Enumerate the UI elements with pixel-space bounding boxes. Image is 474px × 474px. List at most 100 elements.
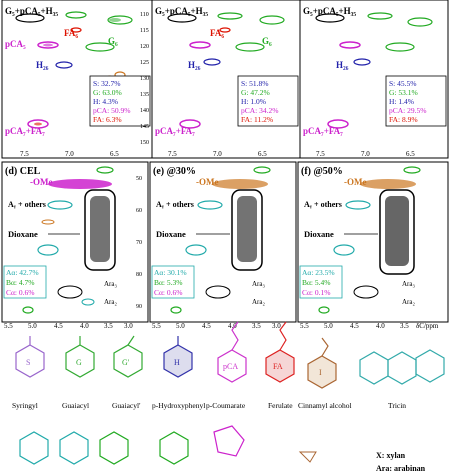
contour-cluster bbox=[22, 189, 116, 314]
x-tick-2: 7.0 bbox=[213, 150, 222, 158]
name: Tricin bbox=[388, 401, 406, 410]
x-tick-2: 7.0 bbox=[361, 150, 370, 158]
tag-6: G₆ bbox=[108, 36, 118, 46]
x-tick-4: 4.0 bbox=[80, 322, 89, 330]
x-tick-5: 3.5 bbox=[400, 322, 409, 330]
name: p-Hydroxyphenyl bbox=[152, 401, 205, 410]
x-tick-2: 5.0 bbox=[324, 322, 333, 330]
stat-2: G: 47.2% bbox=[241, 88, 270, 97]
x-tick-1: 7.5 bbox=[20, 150, 29, 158]
structure-guaiacyl: G Guaiacyl bbox=[62, 336, 95, 410]
tag-2: pCA₅ bbox=[5, 39, 26, 49]
structure-hydroxyphenyl: H p-Hydroxyphenyl bbox=[152, 336, 205, 410]
tag-1: G₅+pCA₅+H₃₅ bbox=[155, 6, 208, 16]
stat-2: G: 63.0% bbox=[93, 88, 122, 97]
stat-1: Aα: 30.1% bbox=[154, 268, 187, 277]
structure-p-coumarate: pCA p-Coumarate bbox=[206, 321, 247, 410]
ara-label-1: Ara₃ bbox=[104, 280, 117, 288]
mid-left-tick-5: 90 bbox=[136, 304, 142, 310]
panel-title: (e) @30% bbox=[153, 166, 196, 177]
tag-3: pCA₇+FA₇ bbox=[303, 126, 343, 136]
x-unit: δC/ppm bbox=[416, 322, 439, 330]
x-tick-3: 6.5 bbox=[258, 150, 267, 158]
x-tick-3: 6.5 bbox=[110, 150, 119, 158]
contour-group bbox=[15, 11, 133, 129]
others-label: Aᵧ + others bbox=[156, 200, 194, 209]
x-tick-2: 5.0 bbox=[28, 322, 37, 330]
ppm-label-2: 115 bbox=[140, 28, 149, 34]
tag-5: G₆ bbox=[262, 36, 272, 46]
structure-syringyl: S Syringyl bbox=[12, 336, 45, 410]
legend-arabinan: Ara: arabinan bbox=[376, 464, 426, 473]
others-label: Aᵧ + others bbox=[8, 200, 46, 209]
x-tick-3: 6.5 bbox=[406, 150, 415, 158]
stat-2: G: 53.1% bbox=[389, 88, 418, 97]
x-tick-5: 3.5 bbox=[252, 322, 261, 330]
ara-label-2: Ara₂ bbox=[104, 298, 117, 306]
polysaccharide-row: X: xylan Ara: arabinan bbox=[19, 425, 426, 473]
stat-1: Aα: 42.7% bbox=[6, 268, 39, 277]
tag-4: pCA₇+FA₇ bbox=[155, 126, 195, 136]
x-tick-3: 4.5 bbox=[350, 322, 359, 330]
panel-title: (d) CEL bbox=[5, 166, 41, 177]
contour-cluster bbox=[318, 189, 415, 314]
x-tick-3: 4.5 bbox=[202, 322, 211, 330]
label: I bbox=[319, 368, 322, 377]
tag-1: G₅+pCA₅+H₃₅ bbox=[5, 6, 58, 16]
stat-3: Cα: 0.6% bbox=[6, 288, 35, 297]
stat-5: FA: 11.2% bbox=[241, 115, 273, 124]
label: S bbox=[26, 358, 30, 367]
x-tick-1: 7.5 bbox=[316, 150, 325, 158]
x-tick-2: 7.0 bbox=[65, 150, 74, 158]
ppm-label-4: 125 bbox=[140, 60, 149, 66]
x-tick-6: 3.0 bbox=[272, 322, 281, 330]
legend-xylan: X: xylan bbox=[376, 451, 406, 460]
tag-2: H₂₆ bbox=[336, 60, 349, 70]
mid-left-tick-3: 70 bbox=[136, 240, 142, 246]
ara-label-2: Ara₂ bbox=[252, 298, 265, 306]
contour-cluster bbox=[170, 189, 263, 314]
contour-group bbox=[167, 12, 285, 129]
mid-panel-e: 50 60 70 80 90 (e) @30% -OMe Aᵧ + others… bbox=[136, 161, 297, 330]
name: p-Coumarate bbox=[206, 401, 246, 410]
x-tick-4: 4.0 bbox=[228, 322, 237, 330]
stat-3: H: 4.3% bbox=[93, 97, 118, 106]
stat-1: Aα: 23.5% bbox=[302, 268, 335, 277]
mid-left-tick-4: 80 bbox=[136, 272, 142, 278]
x-tick-1: 5.5 bbox=[300, 322, 309, 330]
ppm-label-5: 130 bbox=[140, 76, 149, 82]
name: Syringyl bbox=[12, 401, 38, 410]
x-tick-3: 4.5 bbox=[54, 322, 63, 330]
tag-2: FA₆ bbox=[210, 28, 224, 38]
x-tick-5: 3.5 bbox=[104, 322, 113, 330]
tag-5: pCA₇+FA₇ bbox=[5, 126, 45, 136]
stat-1: S: 51.8% bbox=[241, 79, 269, 88]
name: Ferulate bbox=[268, 401, 293, 410]
structure-guaiacyl-prime: G' Guaiacyl' bbox=[112, 335, 143, 410]
ppm-label-3: 120 bbox=[140, 44, 149, 50]
dioxane-label: Dioxane bbox=[8, 229, 38, 239]
stat-3: Cα: 0.1% bbox=[302, 288, 331, 297]
label: G bbox=[76, 358, 82, 367]
stat-3: Cα: 0.6% bbox=[154, 288, 183, 297]
label: H bbox=[174, 358, 180, 367]
mid-left-tick-2: 60 bbox=[136, 208, 142, 214]
label: G' bbox=[122, 358, 130, 367]
x-tick-1: 7.5 bbox=[168, 150, 177, 158]
x-tick-1: 5.5 bbox=[4, 322, 13, 330]
name: Guaiacyl' bbox=[112, 401, 141, 410]
stat-2: Bα: 5.3% bbox=[154, 278, 183, 287]
ome-label: -OMe bbox=[344, 177, 367, 187]
ara-label-1: Ara₃ bbox=[252, 280, 265, 288]
ome-label: -OMe bbox=[30, 177, 53, 187]
stat-3: H: 1.4% bbox=[389, 97, 414, 106]
x-tick-2: 5.0 bbox=[176, 322, 185, 330]
contour-group bbox=[315, 12, 433, 129]
structure-ferulate: FA Ferulate bbox=[265, 321, 295, 410]
structure-cinnamyl-alcohol: I Cinnamyl alcohol bbox=[298, 337, 352, 410]
top-panel-a: G₅+pCA₅+H₃₅ pCA₅ FA₆ H₂₆ pCA₇+FA₇ G₆ I₅ … bbox=[1, 0, 153, 159]
stat-4: pCA: 29.5% bbox=[389, 106, 427, 115]
x-tick-4: 4.0 bbox=[376, 322, 385, 330]
structure-row: S Syringyl G Guaiacyl G' Guaiacyl' H p-H… bbox=[12, 321, 445, 410]
